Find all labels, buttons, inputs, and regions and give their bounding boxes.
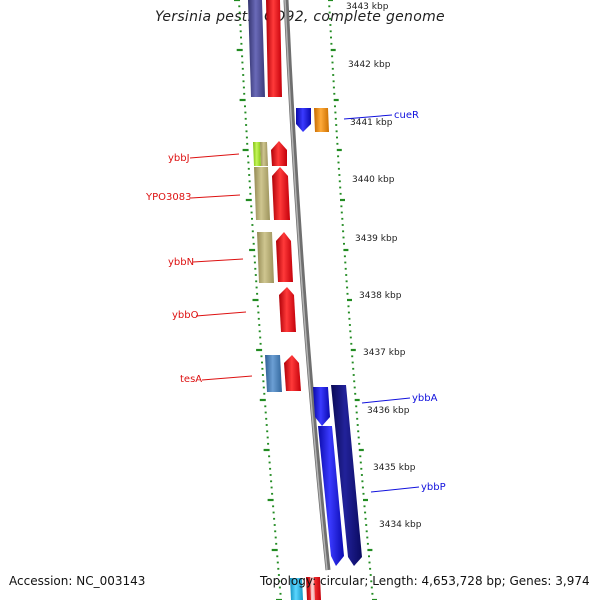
cds-arrow [331,385,362,566]
gene-label-YPO3083: YPO3083 [145,192,191,203]
gene-label-tesA: tesA [180,374,202,385]
cds-arrow [276,232,293,282]
scale-label: 3434 kbp [379,520,422,530]
cog-block [257,232,274,283]
cds-arrow [296,108,311,132]
cog-block [314,108,329,132]
cog-block [254,167,270,220]
backbone [283,0,331,571]
cog-block [260,142,268,166]
gene-label-ybbJ: ybbJ [168,153,190,164]
reverse-gene-labels: ybbJ YPO3083 ybbN ybbO tesA [145,153,253,385]
scale-labels: 3443 kbp 3442 kbp 3441 kbp 3440 kbp 3439… [346,2,422,530]
forward-gene-labels: cueR ybbA ybbP [343,110,446,493]
cds-arrow [266,0,282,97]
reverse-strand-track [266,0,321,600]
cog-block [290,578,303,600]
genome-summary-text: Topology: circular; Length: 4,653,728 bp… [260,574,590,588]
cog-track-reverse [248,0,303,600]
scale-label: 3440 kbp [352,175,395,185]
scale-label: 3436 kbp [367,406,410,416]
cog-block [248,0,265,97]
cds-arrow [310,577,315,600]
forward-strand-track [296,108,362,566]
genome-title: Yersinia pestis CO92, complete genome [155,9,445,25]
scale-label: 3441 kbp [350,118,393,128]
scale-label: 3443 kbp [346,2,389,12]
cds-arrow [271,141,287,166]
cog-block [265,355,282,392]
accession-text: Accession: NC_003143 [9,574,146,588]
scale-label: 3435 kbp [373,463,416,473]
scale-label: 3437 kbp [363,348,406,358]
cds-arrow [279,287,296,332]
scale-label: 3439 kbp [355,234,398,244]
cds-arrow [272,167,290,220]
cds-arrow [318,426,344,566]
cds-arrow [284,355,301,391]
cog-block [253,142,261,166]
scale-label: 3438 kbp [359,291,402,301]
gene-label-ybbO: ybbO [172,310,199,321]
gene-label-cueR: cueR [394,110,419,121]
cds-arrow [313,387,330,426]
scale-label: 3442 kbp [348,60,391,70]
gene-label-ybbP: ybbP [421,482,446,493]
gene-label-ybbN: ybbN [168,257,194,268]
outer-ruler-ring [328,0,377,600]
gene-label-ybbA: ybbA [412,393,438,404]
inner-ruler-ring [234,0,282,600]
